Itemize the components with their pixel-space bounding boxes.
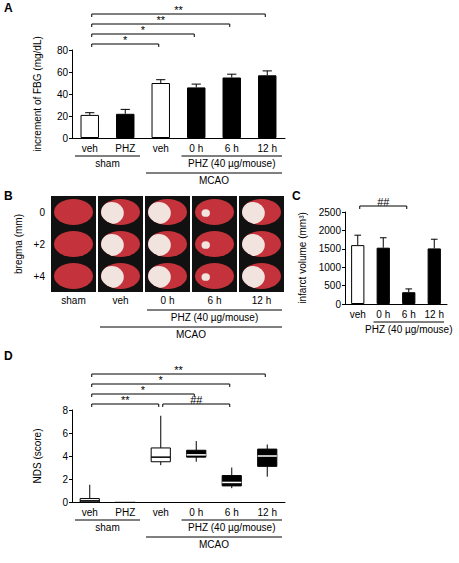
- svg-text:0: 0: [62, 497, 68, 508]
- svg-text:0 h: 0 h: [189, 507, 203, 518]
- svg-text:2000: 2000: [319, 225, 342, 236]
- svg-text:0 h: 0 h: [189, 143, 203, 154]
- svg-text:0: 0: [62, 133, 68, 144]
- svg-text:1000: 1000: [319, 262, 342, 273]
- svg-text:veh: veh: [112, 295, 128, 306]
- svg-text:sham: sham: [61, 295, 85, 306]
- svg-text:increment of FBG (mg/dL): increment of FBG (mg/dL): [32, 36, 43, 152]
- svg-text:veh: veh: [153, 143, 169, 154]
- svg-text:PHZ: PHZ: [115, 507, 135, 518]
- svg-text:12 h: 12 h: [252, 295, 271, 306]
- svg-text:**: **: [174, 4, 183, 16]
- svg-text:##: ##: [377, 196, 390, 208]
- svg-text:0 h: 0 h: [161, 295, 175, 306]
- svg-text:MCAO: MCAO: [199, 539, 229, 550]
- svg-text:6 h: 6 h: [225, 507, 239, 518]
- svg-text:*: *: [123, 34, 128, 46]
- svg-text:0: 0: [39, 207, 45, 218]
- svg-text:C: C: [292, 189, 301, 203]
- svg-text:A: A: [4, 1, 13, 15]
- svg-text:MCAO: MCAO: [176, 329, 206, 340]
- svg-text:PHZ (40 µg/mouse): PHZ (40 µg/mouse): [188, 158, 275, 169]
- svg-text:veh: veh: [350, 309, 366, 320]
- svg-text:20: 20: [57, 111, 69, 122]
- svg-text:*: *: [141, 384, 146, 396]
- svg-text:1500: 1500: [319, 243, 342, 254]
- svg-text:4: 4: [62, 451, 68, 462]
- svg-text:veh: veh: [82, 143, 98, 154]
- svg-text:+4: +4: [34, 271, 46, 282]
- svg-text:60: 60: [57, 67, 69, 78]
- svg-text:PHZ (40 µg/mouse): PHZ (40 µg/mouse): [171, 312, 258, 323]
- svg-text:12 h: 12 h: [258, 143, 277, 154]
- svg-text:2500: 2500: [319, 207, 342, 218]
- svg-text:*: *: [159, 374, 164, 386]
- svg-text:PHZ (40 µg/mouse): PHZ (40 µg/mouse): [188, 522, 275, 533]
- svg-text:6 h: 6 h: [225, 143, 239, 154]
- svg-text:MCAO: MCAO: [199, 175, 229, 186]
- svg-text:**: **: [121, 394, 130, 406]
- svg-text:NDS (score): NDS (score): [32, 428, 43, 483]
- svg-text:sham: sham: [95, 522, 119, 533]
- svg-text:PHZ (40 µg/mouse): PHZ (40 µg/mouse): [365, 324, 452, 335]
- svg-text:##: ##: [190, 394, 203, 406]
- svg-text:**: **: [156, 14, 165, 26]
- svg-text:12 h: 12 h: [425, 309, 444, 320]
- svg-text:0 h: 0 h: [376, 309, 390, 320]
- svg-text:500: 500: [324, 280, 341, 291]
- svg-text:40: 40: [57, 89, 69, 100]
- svg-text:6 h: 6 h: [208, 295, 222, 306]
- svg-text:bregma (mm): bregma (mm): [13, 214, 24, 274]
- svg-text:sham: sham: [95, 158, 119, 169]
- svg-text:**: **: [174, 364, 183, 376]
- svg-text:+2: +2: [34, 239, 46, 250]
- svg-text:D: D: [4, 349, 13, 363]
- svg-text:PHZ: PHZ: [115, 143, 135, 154]
- svg-text:8: 8: [62, 405, 68, 416]
- svg-text:6 h: 6 h: [402, 309, 416, 320]
- svg-text:B: B: [4, 189, 13, 203]
- svg-text:2: 2: [62, 474, 68, 485]
- svg-text:veh: veh: [82, 507, 98, 518]
- svg-text:0: 0: [335, 299, 341, 310]
- svg-text:veh: veh: [153, 507, 169, 518]
- svg-text:6: 6: [62, 428, 68, 439]
- svg-text:*: *: [141, 24, 146, 36]
- svg-text:80: 80: [57, 45, 69, 56]
- svg-text:infarct volume (mm³): infarct volume (mm³): [297, 212, 308, 304]
- svg-text:12 h: 12 h: [258, 507, 277, 518]
